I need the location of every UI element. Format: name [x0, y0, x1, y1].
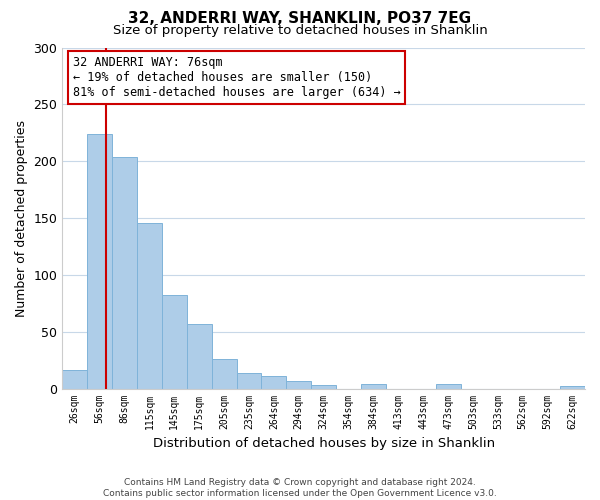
Text: Contains HM Land Registry data © Crown copyright and database right 2024.
Contai: Contains HM Land Registry data © Crown c… [103, 478, 497, 498]
Bar [262, 376, 286, 388]
Bar [236, 372, 262, 388]
Bar [137, 222, 162, 388]
Y-axis label: Number of detached properties: Number of detached properties [15, 120, 28, 316]
Bar [62, 370, 87, 388]
Bar [187, 324, 212, 388]
Text: 32 ANDERRI WAY: 76sqm
← 19% of detached houses are smaller (150)
81% of semi-det: 32 ANDERRI WAY: 76sqm ← 19% of detached … [73, 56, 400, 99]
Bar [286, 380, 311, 388]
Bar [361, 384, 386, 388]
Bar [560, 386, 585, 388]
Bar [436, 384, 461, 388]
Bar [212, 359, 236, 388]
Text: Size of property relative to detached houses in Shanklin: Size of property relative to detached ho… [113, 24, 487, 37]
Bar [87, 134, 112, 388]
Bar [311, 385, 336, 388]
Text: 32, ANDERRI WAY, SHANKLIN, PO37 7EG: 32, ANDERRI WAY, SHANKLIN, PO37 7EG [128, 11, 472, 26]
Bar [162, 296, 187, 388]
X-axis label: Distribution of detached houses by size in Shanklin: Distribution of detached houses by size … [152, 437, 495, 450]
Bar [112, 156, 137, 388]
